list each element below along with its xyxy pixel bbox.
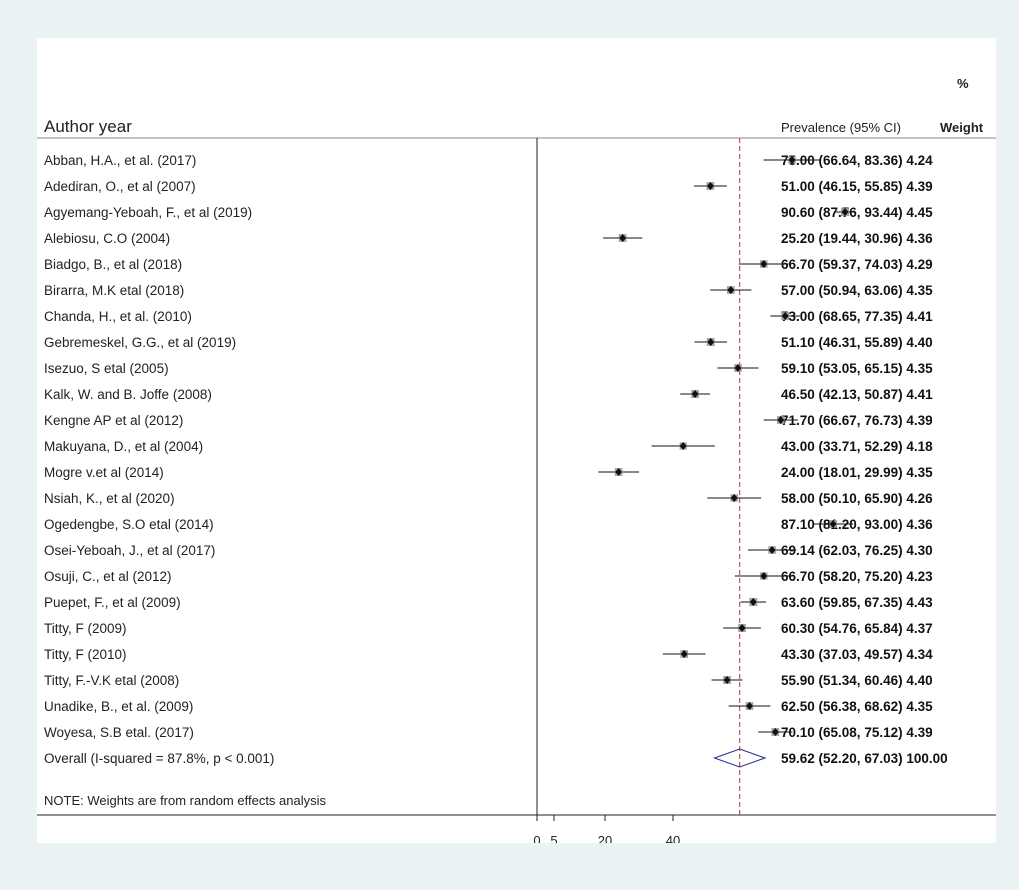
point-estimate <box>730 494 738 502</box>
point-estimate <box>727 286 735 294</box>
study-label: Titty, F (2009) <box>44 621 127 636</box>
study-estimate-text: 43.30 (37.03, 49.57) 4.34 <box>781 647 933 662</box>
study-label: Nsiah, K., et al (2020) <box>44 491 175 506</box>
forest-plot-panel: Author year Prevalence (95% CI) % Weight… <box>37 38 996 843</box>
study-estimate-text: 43.00 (33.71, 52.29) 4.18 <box>781 439 933 454</box>
study-label: Abban, H.A., et al. (2017) <box>44 153 196 168</box>
x-tick-label: 0 <box>533 833 540 843</box>
study-label: Puepet, F., et al (2009) <box>44 595 181 610</box>
study-estimate-text: 46.50 (42.13, 50.87) 4.41 <box>781 387 933 402</box>
study-label: Chanda, H., et al. (2010) <box>44 309 192 324</box>
point-estimate <box>734 364 742 372</box>
weight-header: Weight <box>940 120 984 135</box>
study-estimate-text: 70.10 (65.08, 75.12) 4.39 <box>781 725 933 740</box>
point-estimate <box>777 416 785 424</box>
point-estimate <box>771 728 779 736</box>
x-tick-label: 5 <box>550 833 557 843</box>
study-label: Agyemang-Yeboah, F., et al (2019) <box>44 205 252 220</box>
study-estimate-text: 87.10 (81.20, 93.00) 4.36 <box>781 517 933 532</box>
overall-estimate-text: 59.62 (52.20, 67.03) 100.00 <box>781 751 948 766</box>
point-estimate <box>691 390 699 398</box>
x-tick-label: 20 <box>598 833 612 843</box>
plot-marks <box>598 156 855 768</box>
point-estimate <box>738 624 746 632</box>
study-label: Woyesa, S.B etal. (2017) <box>44 725 194 740</box>
study-label: Gebremeskel, G.G., et al (2019) <box>44 335 236 350</box>
point-estimate <box>679 442 687 450</box>
study-estimate-text: 58.00 (50.10, 65.90) 4.26 <box>781 491 933 506</box>
point-estimate <box>829 520 837 528</box>
x-tick-label: 40 <box>666 833 680 843</box>
study-label: Titty, F (2010) <box>44 647 127 662</box>
study-estimate-text: 62.50 (56.38, 68.62) 4.35 <box>781 699 933 714</box>
point-estimate <box>706 182 714 190</box>
study-estimate-text: 25.20 (19.44, 30.96) 4.36 <box>781 231 933 246</box>
point-estimate <box>760 572 768 580</box>
weight-percent-header: % <box>957 76 969 91</box>
point-estimate <box>749 598 757 606</box>
study-estimate-text: 69.14 (62.03, 76.25) 4.30 <box>781 543 933 558</box>
study-label: Mogre v.et al (2014) <box>44 465 164 480</box>
study-rows: Abban, H.A., et al. (2017) 75.00 (66.64, … <box>44 153 948 766</box>
study-label: Birarra, M.K etal (2018) <box>44 283 184 298</box>
study-label: Alebiosu, C.O (2004) <box>44 231 170 246</box>
point-estimate <box>841 208 849 216</box>
x-axis-ticks: 0 5 20 40 <box>533 815 680 843</box>
study-estimate-text: 71.70 (66.67, 76.73) 4.39 <box>781 413 933 428</box>
study-label: Adediran, O., et al (2007) <box>44 179 196 194</box>
study-estimate-text: 24.00 (18.01, 29.99) 4.35 <box>781 465 933 480</box>
study-label: Biadgo, B., et al (2018) <box>44 257 182 272</box>
point-estimate <box>680 650 688 658</box>
study-label: Unadike, B., et al. (2009) <box>44 699 193 714</box>
author-year-header: Author year <box>44 117 132 136</box>
point-estimate <box>768 546 776 554</box>
study-label: Ogedengbe, S.O etal (2014) <box>44 517 214 532</box>
overall-diamond <box>712 748 767 768</box>
point-estimate <box>723 676 731 684</box>
point-estimate <box>619 234 627 242</box>
prevalence-header: Prevalence (95% CI) <box>781 120 901 135</box>
study-estimate-text: 51.10 (46.31, 55.89) 4.40 <box>781 335 933 350</box>
study-label: Kalk, W. and B. Joffe (2008) <box>44 387 212 402</box>
study-estimate-text: 55.90 (51.34, 60.46) 4.40 <box>781 673 933 688</box>
weights-note: NOTE: Weights are from random effects an… <box>44 793 327 808</box>
point-estimate <box>615 468 623 476</box>
study-label: Kengne AP et al (2012) <box>44 413 183 428</box>
study-estimate-text: 57.00 (50.94, 63.06) 4.35 <box>781 283 933 298</box>
point-estimate <box>760 260 768 268</box>
study-estimate-text: 66.70 (59.37, 74.03) 4.29 <box>781 257 933 272</box>
study-label: Makuyana, D., et al (2004) <box>44 439 203 454</box>
point-estimate <box>781 312 789 320</box>
point-estimate <box>707 338 715 346</box>
study-estimate-text: 60.30 (54.76, 65.84) 4.37 <box>781 621 933 636</box>
study-estimate-text: 59.10 (53.05, 65.15) 4.35 <box>781 361 933 376</box>
study-estimate-text: 73.00 (68.65, 77.35) 4.41 <box>781 309 933 324</box>
point-estimate <box>788 156 796 164</box>
point-estimate <box>746 702 753 710</box>
study-estimate-text: 90.60 (87.76, 93.44) 4.45 <box>781 205 933 220</box>
study-label: Osuji, C., et al (2012) <box>44 569 172 584</box>
study-label: Osei-Yeboah, J., et al (2017) <box>44 543 215 558</box>
overall-label: Overall (I-squared = 87.8%, p < 0.001) <box>44 751 274 766</box>
study-label: Isezuo, S etal (2005) <box>44 361 169 376</box>
study-estimate-text: 51.00 (46.15, 55.85) 4.39 <box>781 179 933 194</box>
forest-plot: Author year Prevalence (95% CI) % Weight… <box>37 76 996 843</box>
study-label: Titty, F.-V.K etal (2008) <box>44 673 179 688</box>
study-estimate-text: 75.00 (66.64, 83.36) 4.24 <box>781 153 933 168</box>
study-estimate-text: 66.70 (58.20, 75.20) 4.23 <box>781 569 933 584</box>
study-estimate-text: 63.60 (59.85, 67.35) 4.43 <box>781 595 933 610</box>
